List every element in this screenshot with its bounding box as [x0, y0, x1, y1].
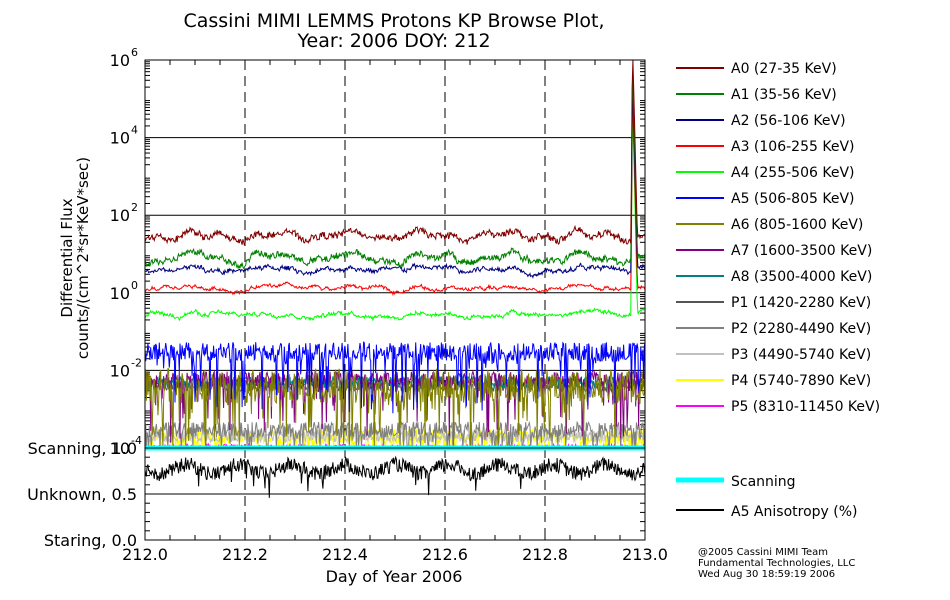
- legend-label: A3 (106-255 KeV): [731, 139, 854, 155]
- y-tick-label: 10: [110, 361, 130, 380]
- x-tick-label: 212.2: [222, 545, 268, 564]
- x-axis-label: Day of Year 2006: [326, 567, 463, 586]
- legend-label: P2 (2280-4490 KeV): [731, 321, 871, 337]
- series-line: [144, 77, 646, 270]
- y-tick-label: 10: [110, 129, 130, 148]
- x-tick-label: 212.4: [322, 545, 368, 564]
- x-tick-label: 212.6: [422, 545, 468, 564]
- y-tick-exponent: -2: [131, 356, 142, 369]
- y-axis-label-units: counts/(cm^2*sr*KeV*sec): [74, 157, 92, 359]
- series-line: [144, 420, 646, 449]
- lower-y-tick-label: Scanning, 1.0: [28, 439, 137, 458]
- series-line: [144, 341, 646, 414]
- chart-title: Cassini MIMI LEMMS Protons KP Browse Plo…: [183, 10, 604, 32]
- series-line: [144, 114, 646, 322]
- legend-label: A6 (805-1600 KeV): [731, 217, 863, 233]
- legend-label: P1 (1420-2280 KeV): [731, 295, 871, 311]
- y-tick-label: 10: [110, 206, 130, 225]
- legend-label: A7 (1600-3500 KeV): [731, 243, 872, 259]
- legend-label: P4 (5740-7890 KeV): [731, 373, 871, 389]
- legend-label: A0 (27-35 KeV): [731, 61, 837, 77]
- x-tick-label: 212.8: [522, 545, 568, 564]
- chart-subtitle: Year: 2006 DOY: 212: [296, 30, 490, 52]
- series-line: [144, 93, 646, 279]
- y-tick-exponent: 4: [131, 124, 138, 137]
- legend: A0 (27-35 KeV) A1 (35-56 KeV) A2 (56-106 K…: [676, 61, 880, 520]
- series-line: [144, 59, 646, 246]
- legend-label: Scanning: [731, 474, 796, 490]
- credit-line-1: @2005 Cassini MIMI Team: [698, 547, 828, 558]
- plot-frames: [144, 59, 646, 541]
- lower-y-tick-labels: Scanning, 1.0 Unknown, 0.5 Staring, 0.0: [27, 439, 137, 550]
- lower-y-tick-label: Unknown, 0.5: [27, 485, 137, 504]
- series-line: [144, 428, 646, 444]
- series-line: [144, 101, 646, 297]
- y-tick-label: 10: [110, 439, 130, 458]
- credit-line-3: Wed Aug 30 18:59:19 2006: [698, 569, 835, 580]
- y-tick-label: 10: [110, 284, 130, 303]
- y-tick-exponent: -4: [131, 434, 142, 447]
- x-tick-label: 213.0: [622, 545, 668, 564]
- legend-label: A2 (56-106 KeV): [731, 113, 846, 129]
- legend-label: A1 (35-56 KeV): [731, 87, 837, 103]
- y-tick-exponent: 0: [131, 279, 138, 292]
- legend-label: A5 Anisotropy (%): [731, 504, 858, 520]
- y-axis-label: Differential Flux: [58, 198, 76, 317]
- x-tick-labels: 212.0 212.2 212.4 212.6 212.8 213.0: [122, 545, 668, 564]
- legend-label: A5 (506-805 KeV): [731, 191, 854, 207]
- y-tick-exponent: 2: [131, 201, 138, 214]
- y-tick-label: 10: [110, 51, 130, 70]
- legend-label: P3 (4490-5740 KeV): [731, 347, 871, 363]
- anisotropy-series: [144, 445, 646, 498]
- legend-label: A4 (255-506 KeV): [731, 165, 854, 181]
- anisotropy-line: [144, 455, 646, 498]
- legend-label: A8 (3500-4000 KeV): [731, 269, 872, 285]
- flux-series: [144, 59, 646, 450]
- legend-label: P5 (8310-11450 KeV): [731, 399, 880, 415]
- credit-line-2: Fundamental Technologies, LLC: [698, 558, 855, 569]
- y-tick-exponent: 6: [131, 46, 138, 59]
- x-tick-label: 212.0: [122, 545, 168, 564]
- lower-y-tick-label: Staring, 0.0: [44, 531, 137, 550]
